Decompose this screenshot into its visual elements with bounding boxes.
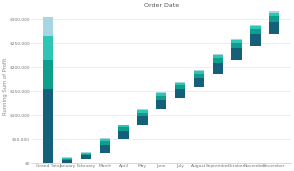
Bar xyxy=(213,55,223,58)
Bar xyxy=(194,71,204,74)
Bar xyxy=(43,36,54,60)
Bar xyxy=(156,92,166,93)
Bar xyxy=(137,109,148,110)
Bar xyxy=(62,160,72,163)
Bar xyxy=(118,124,129,126)
Bar xyxy=(43,89,54,163)
Bar xyxy=(269,16,279,22)
Bar xyxy=(250,25,260,26)
Bar xyxy=(81,154,91,155)
Bar xyxy=(269,22,279,35)
Bar xyxy=(62,159,72,160)
Bar xyxy=(269,13,279,16)
Y-axis label: Running Sum of Profit: Running Sum of Profit xyxy=(3,57,8,115)
Bar xyxy=(100,145,110,153)
Bar xyxy=(175,85,185,89)
Bar xyxy=(62,158,72,159)
Bar xyxy=(194,70,204,71)
Bar xyxy=(81,153,91,154)
Bar xyxy=(231,43,242,48)
Bar xyxy=(81,152,91,153)
Bar xyxy=(156,96,166,100)
Bar xyxy=(137,116,148,126)
Bar xyxy=(250,34,260,47)
Bar xyxy=(175,82,185,83)
Bar xyxy=(231,40,242,43)
Bar xyxy=(269,11,279,13)
Bar xyxy=(62,157,72,158)
Title: Order Date: Order Date xyxy=(144,3,179,8)
Bar xyxy=(81,155,91,159)
Bar xyxy=(100,138,110,139)
Bar xyxy=(100,141,110,145)
Bar xyxy=(100,139,110,141)
Bar xyxy=(156,93,166,96)
Bar xyxy=(175,83,185,85)
Bar xyxy=(43,60,54,89)
Bar xyxy=(175,89,185,98)
Bar xyxy=(194,78,204,87)
Bar xyxy=(231,48,242,60)
Bar xyxy=(231,39,242,40)
Bar xyxy=(213,58,223,63)
Bar xyxy=(118,126,129,127)
Bar xyxy=(250,29,260,34)
Bar xyxy=(250,26,260,29)
Bar xyxy=(194,74,204,78)
Bar xyxy=(118,127,129,131)
Bar xyxy=(156,100,166,109)
Bar xyxy=(213,63,223,74)
Bar xyxy=(137,110,148,113)
Bar xyxy=(137,113,148,116)
Bar xyxy=(118,131,129,139)
Bar xyxy=(213,54,223,55)
Bar xyxy=(43,17,54,36)
